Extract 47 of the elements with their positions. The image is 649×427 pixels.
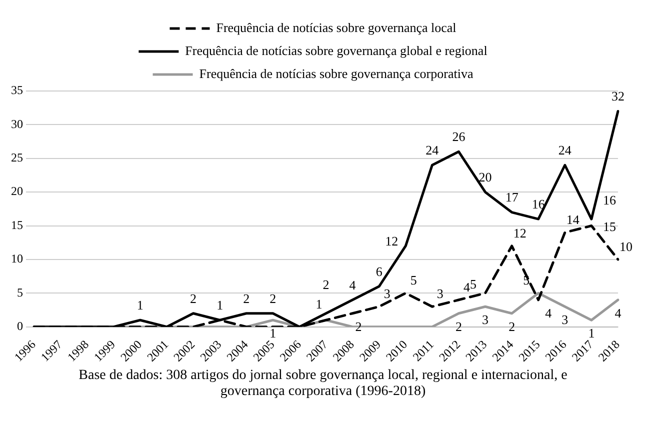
data-label: 3	[482, 312, 489, 328]
y-tick-label: 20	[11, 184, 23, 198]
legend-label: Frequência de notícias sobre governança corporativa	[199, 66, 474, 81]
y-tick-label: 30	[11, 116, 23, 131]
y-tick-label: 25	[11, 150, 23, 165]
data-label: 12	[513, 225, 526, 240]
legend-label: Frequência de notícias sobre governança global e regional	[185, 42, 488, 58]
data-label: 24	[426, 142, 440, 158]
text: Base de dados: 308 artigos do jornal sobre governança local, regional e internacional, e governança corporativa (1996-2018)	[78, 368, 568, 400]
data-label: 24	[558, 142, 572, 158]
data-label: 20	[478, 170, 492, 184]
data-label: 2	[508, 318, 516, 334]
data-label: 15	[602, 219, 616, 234]
data-label: 17	[505, 190, 519, 205]
data-label: 10	[620, 238, 632, 254]
data-label: 1	[216, 298, 224, 313]
data-label: 2	[322, 276, 330, 292]
y-tick-label: 15	[11, 218, 23, 232]
data-label: 4	[349, 277, 356, 292]
y-tick-label: 35	[11, 83, 23, 98]
data-label: 2	[190, 290, 197, 306]
data-label: 5	[410, 272, 417, 288]
data-label: 32	[612, 88, 624, 104]
data-label: 2	[355, 318, 362, 334]
data-label: 1	[136, 298, 144, 313]
data-label: 6	[376, 264, 383, 279]
y-tick-label: 0	[17, 319, 23, 334]
data-label: 12	[385, 233, 398, 248]
data-label: 3	[436, 286, 444, 302]
data-label: 1	[270, 326, 276, 341]
y-tick-label: 5	[17, 285, 23, 300]
data-label: 4	[463, 279, 470, 294]
data-label: 2	[455, 318, 462, 334]
data-label: 26	[452, 129, 466, 144]
data-label: 1	[316, 296, 322, 312]
data-label: 2	[243, 290, 250, 306]
data-label: 2	[270, 290, 276, 306]
data-label: 4	[614, 305, 622, 320]
y-tick-label: 10	[11, 252, 23, 266]
data-label: 5	[470, 276, 477, 292]
data-label: 3	[562, 312, 568, 328]
data-label: 3	[384, 286, 390, 302]
data-label: 1	[588, 326, 595, 341]
data-label: 14	[566, 212, 580, 227]
data-label: 4	[545, 305, 552, 320]
legend-label: Frequência de notícias sobre governança local	[216, 20, 457, 35]
data-label: 16	[602, 192, 616, 208]
